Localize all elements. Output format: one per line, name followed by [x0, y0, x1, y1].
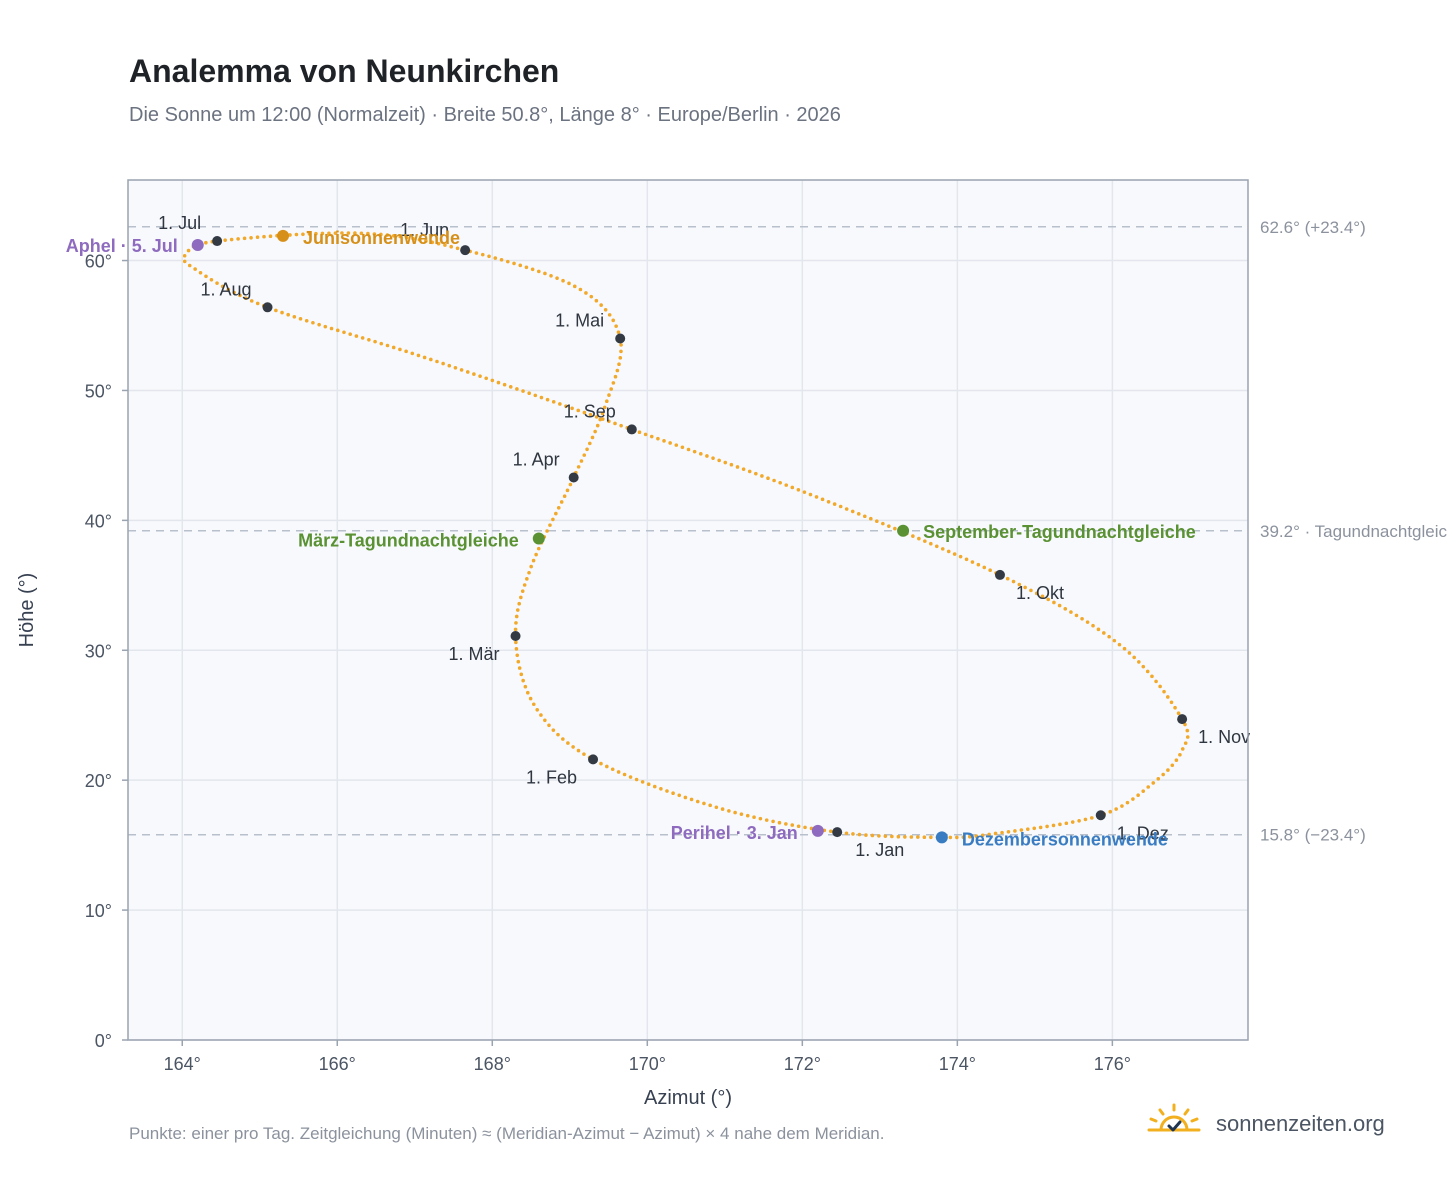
- month-label: 1. Nov: [1198, 727, 1250, 747]
- month-marker: [1095, 810, 1106, 821]
- month-markers: 1. Jan 1. Feb 1. Mär 1. Apr 1. Mai 1. Jun 1. J…: [158, 213, 1250, 860]
- y-tick-label: 30°: [85, 641, 112, 661]
- x-tick-label: 176°: [1094, 1054, 1131, 1074]
- event-marker: [897, 524, 910, 537]
- event-marker: [532, 532, 545, 545]
- month-marker: [615, 333, 626, 344]
- month-label: 1. Okt: [1016, 583, 1064, 603]
- event-marker: [191, 238, 204, 251]
- analemma-curve: [181, 231, 1190, 840]
- y-tick-label: 10°: [85, 901, 112, 921]
- event-marker: [277, 229, 290, 242]
- month-marker: [1177, 714, 1188, 725]
- y-tick-label: 50°: [85, 381, 112, 401]
- event-label: Aphel · 5. Jul: [66, 236, 178, 256]
- x-tick-label: 172°: [784, 1054, 821, 1074]
- month-marker: [460, 245, 471, 256]
- month-label: 1. Mai: [555, 310, 604, 330]
- y-tick-label: 40°: [85, 511, 112, 531]
- chart-title: Analemma von Neunkirchen: [129, 53, 560, 89]
- month-label: 1. Feb: [526, 767, 577, 787]
- x-tick-label: 174°: [939, 1054, 976, 1074]
- y-axis-label: Höhe (°): [16, 573, 38, 648]
- month-marker: [510, 630, 521, 641]
- event-label: September-Tagundnachtgleiche: [923, 522, 1196, 542]
- month-label: 1. Mär: [449, 644, 500, 664]
- event-markers: Aphel · 5. Jul Junisonnenwende März-Tagund…: [66, 228, 1196, 849]
- month-marker: [568, 472, 579, 483]
- reference-line-label: 39.2° · Tagundnachtgleiche: [1260, 522, 1448, 541]
- event-marker: [935, 831, 948, 844]
- event-marker: [811, 824, 824, 837]
- x-tick-label: 168°: [474, 1054, 511, 1074]
- footnote: Punkte: einer pro Tag. Zeitgleichung (Mi…: [129, 1124, 885, 1143]
- month-label: 1. Aug: [200, 279, 251, 299]
- x-tick-label: 166°: [319, 1054, 356, 1074]
- month-label: 1. Jul: [158, 213, 201, 233]
- month-marker: [626, 424, 637, 435]
- x-tick-label: 170°: [629, 1054, 666, 1074]
- month-label: 1. Jan: [855, 840, 904, 860]
- month-marker: [832, 827, 843, 838]
- month-label: 1. Sep: [564, 401, 616, 421]
- reference-line-label: 15.8° (−23.4°): [1260, 826, 1366, 845]
- axis-ticks: 164° 166° 168° 170° 172° 174° 176° 0° 10° 20° 30° 4…: [85, 252, 1131, 1074]
- x-tick-label: 164°: [164, 1054, 201, 1074]
- plot-background: [128, 180, 1248, 1040]
- reference-line-label: 62.6° (+23.4°): [1260, 218, 1366, 237]
- reference-lines: 62.6° (+23.4°) 39.2° · Tagundnachtgleiche…: [128, 218, 1448, 845]
- brand-text: sonnenzeiten.org: [1216, 1111, 1385, 1136]
- brand-link[interactable]: sonnenzeiten.org: [1146, 1102, 1406, 1142]
- month-label: 1. Jun: [400, 220, 449, 240]
- month-label: 1. Apr: [513, 449, 560, 469]
- sun-check-icon: [1147, 1103, 1201, 1132]
- y-tick-label: 0°: [95, 1031, 112, 1051]
- month-marker: [212, 236, 223, 247]
- y-tick-label: 60°: [85, 252, 112, 272]
- month-marker: [994, 569, 1005, 580]
- daily-sun-position-dots: [181, 231, 1190, 840]
- event-label: Dezembersonnenwende: [962, 829, 1168, 849]
- y-tick-label: 20°: [85, 771, 112, 791]
- event-label: Perihel · 3. Jan: [671, 823, 798, 843]
- x-axis-label: Azimut (°): [644, 1087, 732, 1109]
- plot-frame: [127, 179, 1249, 1041]
- event-label: März-Tagundnachtgleiche: [298, 531, 519, 551]
- chart-subtitle: Die Sonne um 12:00 (Normalzeit) · Breite…: [129, 104, 841, 126]
- event-label: Junisonnenwende: [303, 228, 460, 248]
- month-marker: [588, 754, 599, 765]
- month-label: 1. Dez: [1117, 823, 1169, 843]
- month-marker: [262, 302, 273, 313]
